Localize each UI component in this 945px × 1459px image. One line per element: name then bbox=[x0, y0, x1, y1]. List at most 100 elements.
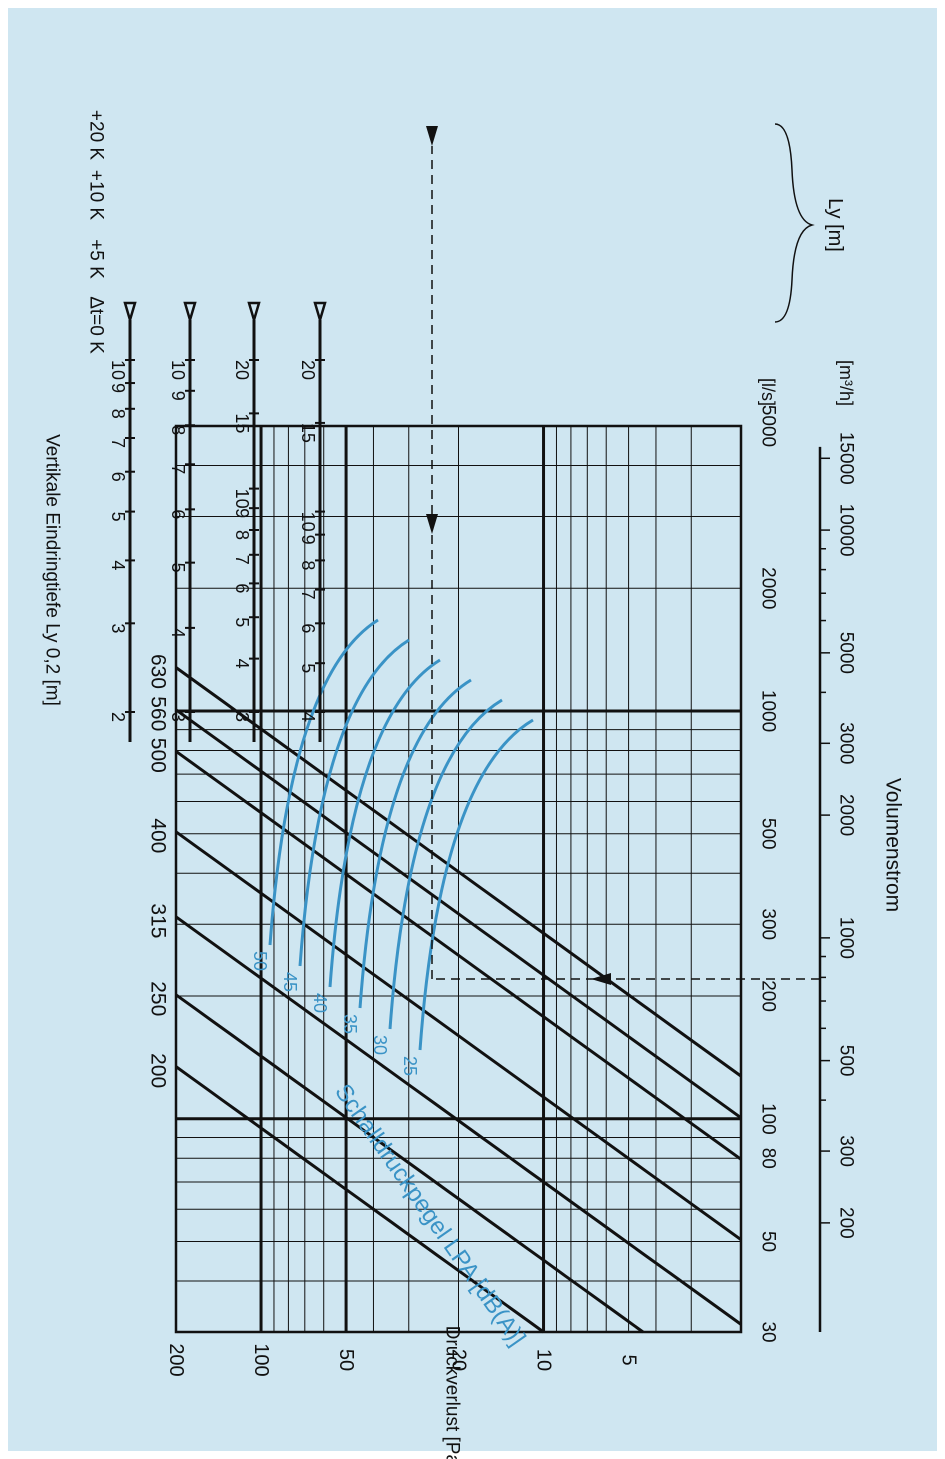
throw-tick-label: 8 bbox=[108, 409, 128, 419]
throw-tick-label: 3 bbox=[232, 712, 252, 722]
dn-label-630: 630 bbox=[147, 654, 170, 689]
throw-tick-label: 6 bbox=[108, 472, 128, 482]
dn-label-500: 500 bbox=[147, 738, 170, 773]
sound-curve-label: 50 bbox=[250, 951, 270, 971]
sound-curve-label: 25 bbox=[400, 1056, 420, 1076]
throw-axis-arrow bbox=[313, 301, 327, 325]
flow-axis-label: Volumenstrom bbox=[882, 778, 905, 912]
throw-group-label: Ly [m] bbox=[824, 198, 846, 252]
pressure-tick-label: 5 bbox=[618, 1354, 640, 1365]
throw-axis-name: +10 K bbox=[86, 170, 107, 221]
throw-tick-label: 10 bbox=[232, 489, 252, 509]
flow-ls-tick-label: 80 bbox=[758, 1148, 779, 1169]
flow-ls-tick-label: 100 bbox=[758, 1103, 779, 1135]
sound-curve-25 bbox=[418, 718, 534, 1051]
example-path-arrow bbox=[426, 126, 438, 146]
sound-curve-label: 45 bbox=[280, 972, 300, 992]
throw-tick-label: 9 bbox=[232, 508, 252, 518]
throw-tick-label: 7 bbox=[298, 590, 318, 600]
pressure-tick-label: 200 bbox=[165, 1343, 187, 1376]
flow-m3h-tick-label: 15000 bbox=[836, 432, 857, 485]
throw-tick-label: 20 bbox=[232, 360, 252, 380]
throw-tick-label: 5 bbox=[232, 617, 252, 627]
flow-ls-tick-label: 200 bbox=[758, 980, 779, 1012]
dn-line-630 bbox=[175, 666, 742, 1078]
pressure-axis-label: Druckverlust [Pa] bbox=[442, 1326, 463, 1459]
throw-tick-label: 2 bbox=[108, 712, 128, 722]
flow-m3h-tick-label: 1000 bbox=[836, 917, 857, 959]
throw-tick-label: 4 bbox=[298, 712, 318, 722]
flow-ls-tick-label: 300 bbox=[758, 908, 779, 940]
throw-axis-name: +5 K bbox=[86, 239, 107, 279]
example-path-arrow bbox=[591, 973, 611, 985]
dn-line-500 bbox=[175, 750, 742, 1161]
throw-tick-label: 7 bbox=[108, 438, 128, 448]
sound-curve-45 bbox=[298, 638, 410, 967]
sound-curve-30 bbox=[388, 698, 503, 1030]
flow-m3h-tick-label: 500 bbox=[836, 1045, 857, 1077]
throw-tick-label: 8 bbox=[168, 425, 188, 435]
dn-line-560 bbox=[175, 708, 742, 1120]
sound-curve-label: 40 bbox=[310, 993, 330, 1013]
dn-line-400 bbox=[175, 830, 742, 1241]
throw-tick-label: 6 bbox=[298, 623, 318, 633]
flow-m3h-tick-label: 2000 bbox=[836, 794, 857, 836]
dn-line-200 bbox=[175, 1065, 545, 1334]
dn-label-400: 400 bbox=[147, 818, 170, 853]
sound-curve-label: 35 bbox=[340, 1014, 360, 1034]
flow-ls-unit: [l/s] bbox=[758, 378, 778, 406]
throw-tick-label: 15 bbox=[298, 423, 318, 443]
throw-tick-label: 10 bbox=[168, 360, 188, 380]
throw-tick-label: 10 bbox=[298, 512, 318, 532]
dn-label-315: 315 bbox=[147, 903, 170, 938]
throw-axis-name: +20 K bbox=[86, 110, 107, 161]
flow-m3h-unit: [m³/h] bbox=[836, 360, 856, 406]
flow-ls-tick-label: 500 bbox=[758, 818, 779, 850]
throw-tick-label: 9 bbox=[108, 383, 128, 393]
throw-tick-label: 8 bbox=[298, 560, 318, 570]
flow-m3h-tick-label: 3000 bbox=[836, 722, 857, 764]
flow-ls-tick-label: 50 bbox=[758, 1231, 779, 1252]
throw-tick-label: 9 bbox=[298, 535, 318, 545]
throw-tick-label: 3 bbox=[108, 623, 128, 633]
pressure-tick-label: 20 bbox=[448, 1349, 470, 1371]
throw-tick-label: 20 bbox=[298, 360, 318, 380]
throw-tick-label: 6 bbox=[168, 509, 188, 519]
throw-group-brace bbox=[774, 123, 815, 323]
sound-curve-35 bbox=[358, 678, 472, 1009]
throw-axis-arrow bbox=[183, 301, 197, 325]
pressure-tick-label: 50 bbox=[335, 1349, 357, 1371]
throw-tick-label: 9 bbox=[168, 391, 188, 401]
flow-m3h-tick-label: 200 bbox=[836, 1207, 857, 1239]
sound-curve-40 bbox=[328, 658, 441, 988]
dn-label-560: 560 bbox=[147, 696, 170, 731]
throw-tick-label: 5 bbox=[168, 563, 188, 573]
throw-tick-label: 10 bbox=[108, 360, 128, 380]
flow-ls-tick-label: 1000 bbox=[758, 690, 779, 732]
flow-m3h-tick-label: 5000 bbox=[836, 632, 857, 674]
dn-label-250: 250 bbox=[147, 981, 170, 1016]
throw-tick-label: 8 bbox=[232, 530, 252, 540]
example-path-arrow bbox=[426, 514, 438, 534]
throw-tick-label: 6 bbox=[232, 583, 252, 593]
sound-curve-50 bbox=[268, 618, 379, 946]
pressure-tick-label: 10 bbox=[533, 1349, 555, 1371]
throw-tick-label: 7 bbox=[232, 555, 252, 565]
flow-m3h-tick-label: 10000 bbox=[836, 504, 857, 557]
throw-tick-label: 4 bbox=[232, 659, 252, 669]
throw-tick-label: 5 bbox=[298, 663, 318, 673]
throw-tick-label: 7 bbox=[168, 464, 188, 474]
throw-axis-arrow bbox=[123, 301, 137, 325]
throw-tick-label: 4 bbox=[108, 560, 128, 570]
dn-line-315 bbox=[175, 915, 742, 1326]
throw-axes-title: Vertikale Eindringtiefe Ly 0,2 [m] bbox=[42, 434, 63, 706]
throw-tick-label: 3 bbox=[168, 712, 188, 722]
flow-ls-tick-label: 5000 bbox=[758, 405, 779, 447]
flow-ls-tick-label: 30 bbox=[758, 1321, 779, 1342]
throw-tick-label: 4 bbox=[168, 628, 188, 638]
throw-axis-arrow bbox=[247, 301, 261, 325]
sound-curve-label: 30 bbox=[370, 1035, 390, 1055]
flow-ls-tick-label: 2000 bbox=[758, 567, 779, 609]
